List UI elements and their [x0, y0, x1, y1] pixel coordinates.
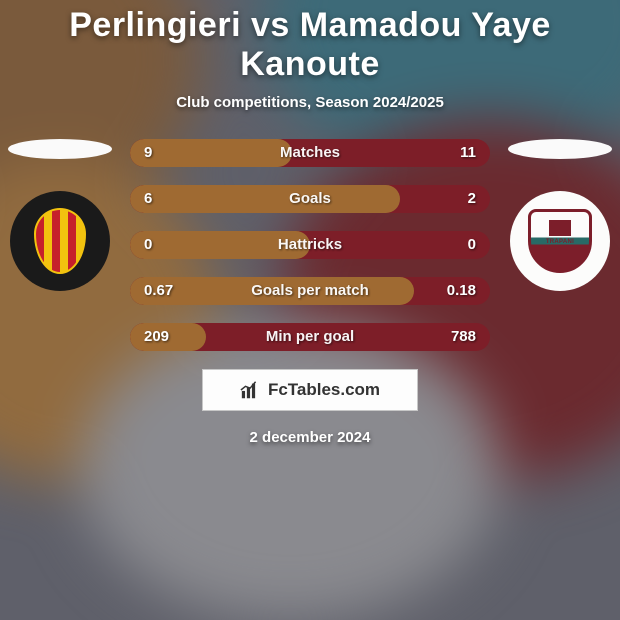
castle-icon	[549, 220, 571, 236]
stat-label: Matches	[280, 139, 340, 167]
stat-right-value: 788	[451, 323, 476, 351]
stat-bar: 0 Hattricks 0	[130, 231, 490, 259]
stat-bar: 209 Min per goal 788	[130, 323, 490, 351]
stat-left-value: 6	[144, 185, 152, 213]
chart-icon	[240, 380, 262, 400]
stat-bar: 6 Goals 2	[130, 185, 490, 213]
stat-label: Goals	[289, 185, 331, 213]
stat-left-value: 0	[144, 231, 152, 259]
stat-label: Min per goal	[266, 323, 354, 351]
stats-column: 9 Matches 11 6 Goals 2 0 Hattricks 0 0.67 Goals pe…	[130, 139, 490, 351]
stat-left-value: 209	[144, 323, 169, 351]
stat-right-value: 0	[468, 231, 476, 259]
stat-left-value: 0.67	[144, 277, 173, 305]
name-plate-right	[508, 139, 612, 159]
content-wrapper: Perlingieri vs Mamadou Yaye Kanoute Club…	[0, 0, 620, 580]
stat-fill	[130, 185, 400, 213]
stat-bar: 0.67 Goals per match 0.18	[130, 277, 490, 305]
left-club-crest	[10, 191, 110, 291]
stat-label: Hattricks	[278, 231, 342, 259]
stat-label: Goals per match	[251, 277, 369, 305]
date-label: 2 december 2024	[0, 429, 620, 446]
stat-right-value: 2	[468, 185, 476, 213]
benevento-shield-icon	[34, 208, 86, 274]
left-player-col	[8, 139, 112, 291]
crest-text: TRAPANI	[531, 239, 589, 245]
subtitle: Club competitions, Season 2024/2025	[0, 94, 620, 111]
stat-right-value: 0.18	[447, 277, 476, 305]
stat-left-value: 9	[144, 139, 152, 167]
trapani-shield-icon: TRAPANI	[528, 209, 592, 273]
page-title: Perlingieri vs Mamadou Yaye Kanoute	[0, 6, 620, 84]
stat-bar: 9 Matches 11	[130, 139, 490, 167]
name-plate-left	[8, 139, 112, 159]
comparison-row: 9 Matches 11 6 Goals 2 0 Hattricks 0 0.67 Goals pe…	[0, 139, 620, 351]
logo-text: FcTables.com	[268, 380, 380, 400]
right-player-col: TRAPANI	[508, 139, 612, 291]
right-club-crest: TRAPANI	[510, 191, 610, 291]
stat-fill	[130, 139, 292, 167]
stat-right-value: 11	[460, 139, 476, 167]
fctables-logo: FcTables.com	[202, 369, 418, 411]
